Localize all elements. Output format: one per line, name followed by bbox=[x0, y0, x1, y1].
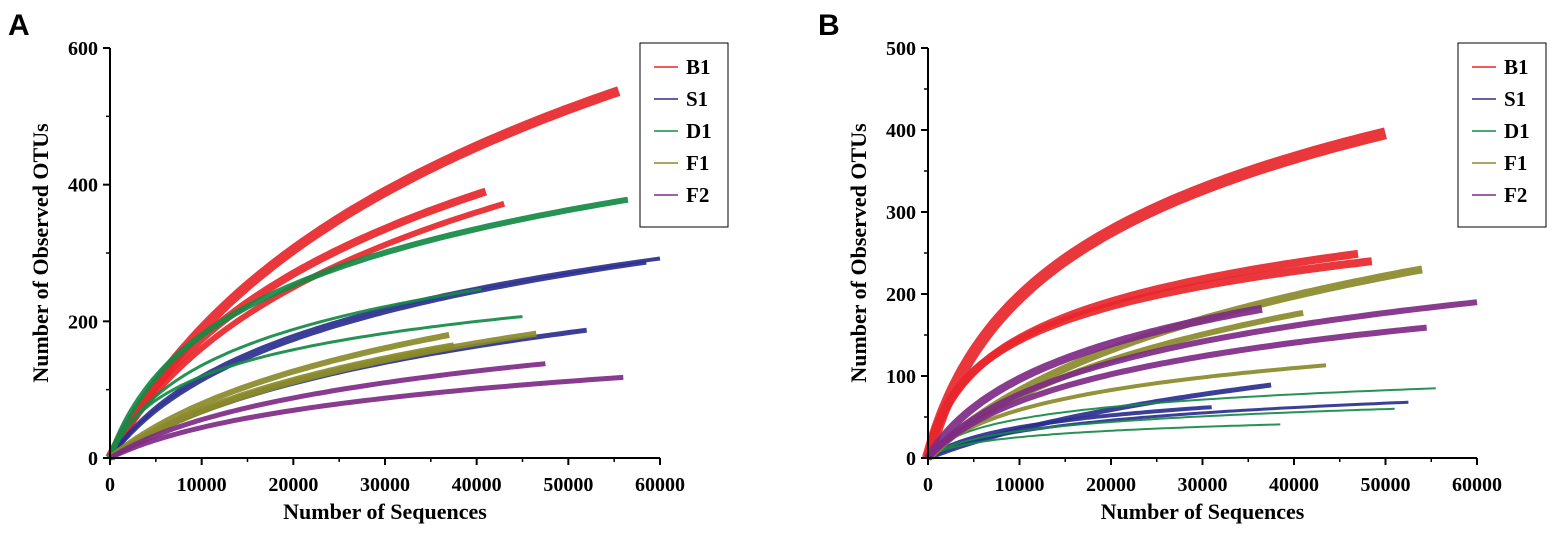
x-tick-label: 20000 bbox=[1086, 474, 1136, 496]
x-tick-label: 0 bbox=[105, 474, 115, 496]
series-f2-curve-12 bbox=[924, 304, 1263, 460]
y-tick-label: 600 bbox=[68, 38, 98, 60]
y-tick-label: 200 bbox=[886, 284, 916, 306]
panel-a: A 0 10000 20000 30000 40000 50000 60000 0 200 400… bbox=[8, 9, 729, 524]
legend-label-f1: F1 bbox=[686, 151, 709, 175]
series-group bbox=[105, 86, 661, 461]
x-tick-label: 10000 bbox=[995, 474, 1045, 496]
legend-label-b1: B1 bbox=[1504, 55, 1529, 79]
panel-letter-a: A bbox=[8, 9, 30, 42]
series-d1-curve-7 bbox=[927, 407, 1395, 459]
x-tick-label: 0 bbox=[923, 474, 933, 496]
panel-letter-b: B bbox=[818, 9, 840, 42]
series-f2-curve-13 bbox=[108, 374, 624, 461]
y-tick-label: 400 bbox=[886, 120, 916, 142]
x-tick-label: 60000 bbox=[635, 474, 685, 496]
legend-box bbox=[1457, 42, 1547, 228]
y-tick-label: 500 bbox=[886, 38, 916, 60]
legend-label-d1: D1 bbox=[686, 119, 712, 143]
x-tick-label: 30000 bbox=[1178, 474, 1228, 496]
legend-label-s1: S1 bbox=[1504, 87, 1526, 111]
x-tick-label: 40000 bbox=[1269, 474, 1319, 496]
legend-label-f2: F2 bbox=[1504, 183, 1527, 207]
series-group bbox=[922, 127, 1478, 461]
x-tick-label: 40000 bbox=[452, 474, 502, 496]
y-tick-label: 200 bbox=[68, 311, 98, 333]
legend-label-d1: D1 bbox=[1504, 119, 1530, 143]
series-f2-curve-14 bbox=[925, 324, 1428, 461]
series-b1-curve-2 bbox=[924, 257, 1373, 459]
legend: B1 S1 D1 F1 F2 bbox=[639, 42, 729, 228]
legend-label-b1: B1 bbox=[686, 55, 711, 79]
series-f2-curve-12 bbox=[108, 361, 546, 461]
series-d1-curve-8 bbox=[108, 315, 523, 459]
x-axis-title: Number of Sequences bbox=[283, 499, 487, 524]
y-tick-label: 0 bbox=[906, 448, 916, 470]
legend-label-f1: F1 bbox=[1504, 151, 1527, 175]
y-tick-label: 0 bbox=[88, 448, 98, 470]
x-tick-label: 50000 bbox=[543, 474, 593, 496]
series-d1-curve-6 bbox=[107, 196, 629, 460]
x-tick-label: 10000 bbox=[177, 474, 227, 496]
y-axis-title: Number of Observed OTUs bbox=[846, 123, 871, 383]
legend-box bbox=[639, 42, 729, 228]
x-tick-label: 20000 bbox=[268, 474, 318, 496]
series-d1-curve-8 bbox=[927, 423, 1281, 459]
x-tick-label: 30000 bbox=[360, 474, 410, 496]
series-s1-curve-3 bbox=[108, 256, 661, 460]
series-s1-curve-4 bbox=[108, 260, 647, 460]
x-axis-title: Number of Sequences bbox=[1101, 499, 1305, 524]
panel-b: B 0 10000 20000 30000 40000 50000 60000 0 100 200… bbox=[818, 9, 1547, 524]
y-tick-label: 300 bbox=[886, 202, 916, 224]
legend-label-f2: F2 bbox=[686, 183, 709, 207]
x-tick-label: 50000 bbox=[1361, 474, 1411, 496]
y-axis-title: Number of Observed OTUs bbox=[28, 123, 53, 383]
y-tick-label: 400 bbox=[68, 175, 98, 197]
y-tick-label: 100 bbox=[886, 366, 916, 388]
legend: B1 S1 D1 F1 F2 bbox=[1457, 42, 1547, 228]
x-tick-label: 60000 bbox=[1452, 474, 1502, 496]
legend-label-s1: S1 bbox=[686, 87, 708, 111]
